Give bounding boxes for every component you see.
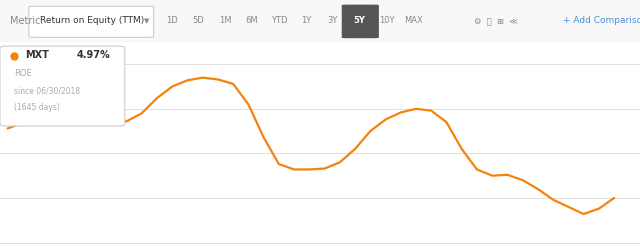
FancyBboxPatch shape	[342, 5, 379, 38]
Text: ROE: ROE	[14, 69, 32, 78]
Text: 1M: 1M	[219, 17, 232, 25]
FancyBboxPatch shape	[29, 6, 154, 37]
Text: 3Y: 3Y	[328, 17, 338, 25]
Text: + Add Comparison: + Add Comparison	[563, 17, 640, 25]
Text: Return on Equity (TTM): Return on Equity (TTM)	[40, 17, 145, 25]
Text: MXT: MXT	[26, 50, 49, 60]
Text: 1D: 1D	[166, 17, 177, 25]
Text: 5D: 5D	[193, 17, 204, 25]
FancyBboxPatch shape	[0, 46, 125, 126]
Text: 6M: 6M	[246, 17, 259, 25]
Text: MAX: MAX	[404, 17, 423, 25]
Text: 5Y: 5Y	[354, 17, 365, 25]
Text: 10Y: 10Y	[379, 17, 394, 25]
Text: since 06/30/2018: since 06/30/2018	[14, 87, 80, 96]
Text: Metric:: Metric:	[10, 16, 44, 26]
Text: 4.97%: 4.97%	[77, 50, 111, 60]
Text: (1645 days): (1645 days)	[14, 103, 60, 112]
Text: YTD: YTD	[271, 17, 287, 25]
Text: ▼: ▼	[144, 18, 149, 24]
Text: ⚙  📊  ⊞  ≪: ⚙ 📊 ⊞ ≪	[474, 17, 518, 25]
Text: 1Y: 1Y	[301, 17, 311, 25]
